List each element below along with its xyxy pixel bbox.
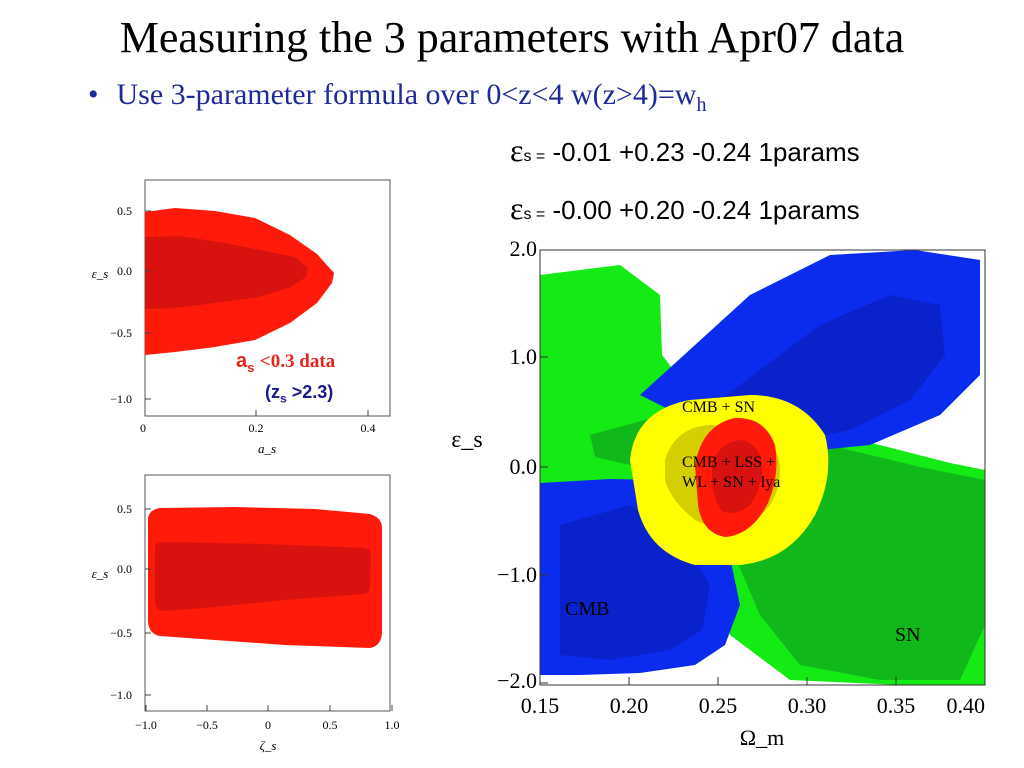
x-tick-label: 0.25 (699, 693, 738, 718)
as-subscript: s (247, 360, 255, 375)
x-tick-label: 0.30 (788, 693, 827, 718)
zs-cut-label: (zs >2.3) (265, 382, 333, 406)
annotation-sn: SN (895, 624, 921, 646)
epsilon-subscript: s = (523, 148, 546, 165)
x-axis-label: Ω_m (740, 725, 784, 750)
y-axis-label: ε_s (451, 427, 482, 453)
plot-eps-vs-zetas: 0.5 0.0 −0.5 −1.0 −1.0 −0.5 0 0.5 1.0 ε_… (92, 474, 400, 753)
annotation-combined-1: CMB + LSS + (682, 454, 775, 471)
epsilon-value: -0.00 +0.20 -0.24 1params (545, 195, 860, 225)
axis-ticks (145, 508, 393, 711)
zs-open: (z (265, 382, 280, 402)
slide-title: Measuring the 3 parameters with Apr07 da… (119, 13, 905, 62)
epsilon-subscript: s = (523, 206, 546, 223)
y-tick-label: 0.0 (117, 562, 132, 576)
y-axis-label: ε_s (92, 266, 109, 281)
epsilon-symbol: ε (510, 132, 524, 168)
x-tick-label: −1.0 (135, 718, 157, 732)
bullet-marker: • (88, 78, 99, 111)
bullet-line: • Use 3-parameter formula over 0<z<4 w(z>… (88, 78, 706, 117)
y-tick-label: 0.5 (117, 204, 132, 218)
y-tick-label: −1.0 (497, 562, 537, 587)
y-tick-label: −1.0 (110, 688, 132, 702)
as-symbol: a (236, 350, 248, 372)
contour-combined-inner (712, 440, 763, 513)
plot-eps-vs-omegam: 2.0 1.0 0.0 −1.0 −2.0 0.15 0.20 0.25 0.3… (451, 236, 986, 750)
epsilon-result-2: εs = -0.00 +0.20 -0.24 1params (510, 190, 860, 227)
x-tick-label: 0.5 (323, 718, 338, 732)
zs-cut-text: >2.3) (291, 382, 334, 402)
annotation-combined-2: WL + SN + lya (682, 474, 780, 491)
x-tick-label: 0.4 (361, 421, 376, 435)
annotation-cmb: CMB (565, 598, 609, 620)
plot-eps-vs-as: 0.5 0.0 −0.5 −1.0 0 0.2 0.4 ε_s a_s (92, 179, 391, 456)
x-tick-label: 0.2 (249, 421, 264, 435)
contour-inner (145, 236, 308, 309)
y-tick-label: −0.5 (110, 326, 132, 340)
x-tick-label: −0.5 (196, 718, 218, 732)
annotation-cmb-sn: CMB + SN (682, 399, 755, 416)
x-tick-label: 0.20 (610, 693, 649, 718)
y-tick-label: 0.0 (117, 264, 132, 278)
y-tick-label: 0.0 (510, 454, 538, 479)
axis-ticks (540, 249, 897, 685)
y-tick-label: 2.0 (510, 236, 538, 261)
y-tick-label: −1.0 (110, 392, 132, 406)
x-tick-label: 0 (265, 718, 271, 732)
bullet-text: Use 3-parameter formula over 0<z<4 w(z>4… (116, 78, 697, 111)
x-axis-label: ζ_s (260, 738, 277, 753)
x-axis-label: a_s (258, 441, 276, 456)
x-tick-label: 0.15 (521, 693, 560, 718)
contour-inner (155, 542, 371, 611)
bullet-subscript: h (696, 94, 707, 116)
epsilon-result-1: εs = -0.01 +0.23 -0.24 1params (510, 132, 860, 169)
y-tick-label: 0.5 (117, 502, 132, 516)
as-cut-label: as <0.3 data (236, 350, 335, 375)
y-tick-label: 1.0 (510, 344, 538, 369)
epsilon-symbol: ε (510, 190, 524, 226)
x-tick-label: 0 (140, 421, 146, 435)
x-tick-label: 1.0 (385, 718, 400, 732)
x-tick-label: 0.35 (877, 693, 916, 718)
epsilon-value: -0.01 +0.23 -0.24 1params (545, 137, 860, 167)
y-tick-label: −2.0 (497, 668, 537, 693)
y-axis-label: ε_s (92, 566, 109, 581)
axis-ticks (144, 210, 369, 416)
zs-subscript: s (280, 391, 287, 406)
as-cut-text: <0.3 data (259, 351, 336, 372)
y-tick-label: −0.5 (110, 626, 132, 640)
x-tick-label: 0.40 (947, 693, 986, 718)
